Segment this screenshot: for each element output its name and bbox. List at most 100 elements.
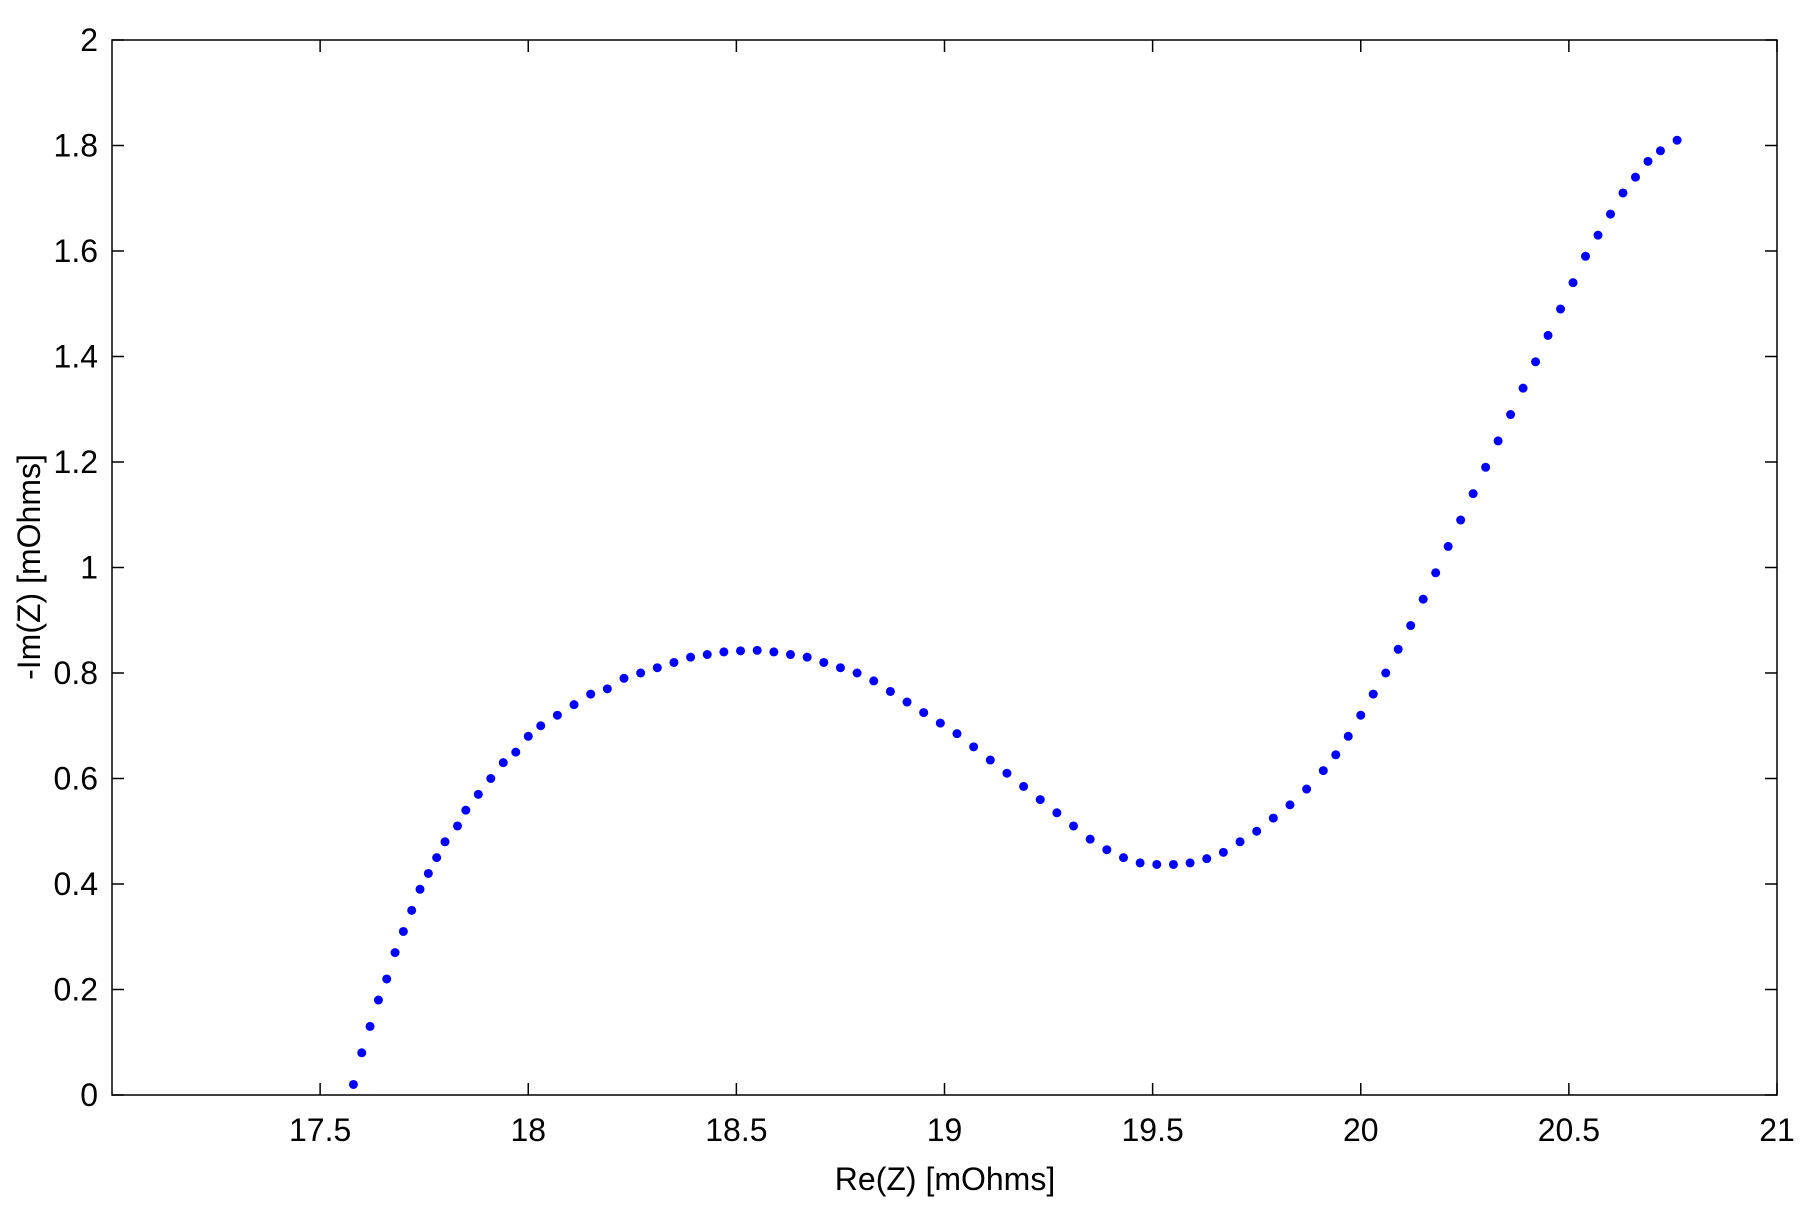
data-point <box>461 805 471 815</box>
data-point <box>1152 859 1162 869</box>
data-point <box>552 710 562 720</box>
data-point <box>1268 813 1278 823</box>
data-point <box>1185 858 1195 868</box>
data-point <box>736 646 746 656</box>
data-point <box>1218 847 1228 857</box>
data-point <box>952 729 962 739</box>
data-point <box>1493 436 1503 446</box>
y-axis: 0 0.2 0.4 0.6 0.8 1 1.2 1.4 1.6 1.8 2 <box>54 22 1777 1113</box>
x-tick-label: 20.5 <box>1538 1112 1600 1148</box>
data-point <box>1285 800 1295 810</box>
y-tick-label: 2 <box>80 22 98 58</box>
y-tick-label: 0.4 <box>54 866 98 902</box>
data-point <box>602 684 612 694</box>
data-point <box>669 657 679 667</box>
data-point <box>348 1079 358 1089</box>
data-point <box>536 721 546 731</box>
data-point <box>1630 172 1640 182</box>
data-point <box>569 700 579 710</box>
data-point <box>1356 710 1366 720</box>
data-point <box>1235 837 1245 847</box>
data-point <box>1618 188 1628 198</box>
data-point <box>1085 834 1095 844</box>
data-point <box>523 731 533 741</box>
y-tick-label: 1.4 <box>54 339 98 375</box>
data-point <box>1202 854 1212 864</box>
data-point <box>619 673 629 683</box>
y-tick-label: 0.8 <box>54 655 98 691</box>
data-point <box>432 853 442 863</box>
data-point <box>1468 489 1478 499</box>
data-point <box>1431 568 1441 578</box>
data-point <box>1655 146 1665 156</box>
data-point <box>686 652 696 662</box>
data-point <box>1035 795 1045 805</box>
data-point <box>390 948 400 958</box>
data-point <box>869 676 879 686</box>
x-tick-label: 18.5 <box>705 1112 767 1148</box>
data-point <box>769 647 779 657</box>
data-point <box>1456 515 1466 525</box>
data-point <box>902 697 912 707</box>
data-point <box>1052 808 1062 818</box>
data-point <box>1418 594 1428 604</box>
data-point <box>452 821 462 831</box>
data-point <box>365 1021 375 1031</box>
data-point <box>1443 541 1453 551</box>
data-point <box>885 686 895 696</box>
data-point <box>415 884 425 894</box>
data-point <box>1593 230 1603 240</box>
data-point <box>1318 766 1328 776</box>
data-point <box>1381 668 1391 678</box>
y-tick-label: 1.2 <box>54 444 98 480</box>
y-tick-label: 0 <box>80 1077 98 1113</box>
data-point <box>802 652 812 662</box>
data-point <box>1102 845 1112 855</box>
data-point <box>440 837 450 847</box>
data-point <box>1069 821 1079 831</box>
data-point <box>1531 357 1541 367</box>
data-point <box>969 742 979 752</box>
data-point <box>1406 621 1416 631</box>
data-point <box>652 663 662 673</box>
data-point <box>1506 410 1516 420</box>
data-point <box>498 758 508 768</box>
data-point <box>398 926 408 936</box>
data-point <box>636 668 646 678</box>
y-tick-label: 1.8 <box>54 128 98 164</box>
y-tick-label: 0.6 <box>54 761 98 797</box>
data-point <box>852 668 862 678</box>
data-point <box>1118 853 1128 863</box>
data-point <box>1606 209 1615 219</box>
x-tick-label: 18 <box>510 1112 546 1148</box>
data-point <box>1019 781 1029 791</box>
y-axis-title: -Im(Z) [mOhms] <box>11 454 47 680</box>
data-point <box>702 650 712 660</box>
y-tick-label: 1.6 <box>54 233 98 269</box>
data-point <box>919 708 929 718</box>
data-point <box>1672 135 1682 145</box>
x-tick-label: 17.5 <box>289 1112 351 1148</box>
y-tick-label: 0.2 <box>54 972 98 1008</box>
x-tick-label: 21 <box>1759 1112 1795 1148</box>
data-point <box>752 645 762 655</box>
data-point <box>1002 768 1012 778</box>
data-point <box>1393 644 1403 654</box>
data-point <box>719 647 729 657</box>
y-tick-label: 1 <box>80 550 98 586</box>
data-point <box>935 718 945 728</box>
data-point <box>486 774 496 783</box>
data-point <box>511 747 521 757</box>
data-point <box>1568 278 1578 288</box>
data-point <box>473 789 483 799</box>
x-tick-label: 19 <box>927 1112 963 1148</box>
data-point <box>1581 251 1591 261</box>
data-point <box>1331 750 1341 760</box>
x-axis: 17.5 18 18.5 19 19.5 20 20.5 21 <box>289 40 1795 1148</box>
x-axis-title: Re(Z) [mOhms] <box>835 1161 1055 1197</box>
data-point <box>586 689 596 699</box>
data-point <box>785 650 795 660</box>
data-point <box>423 868 433 878</box>
